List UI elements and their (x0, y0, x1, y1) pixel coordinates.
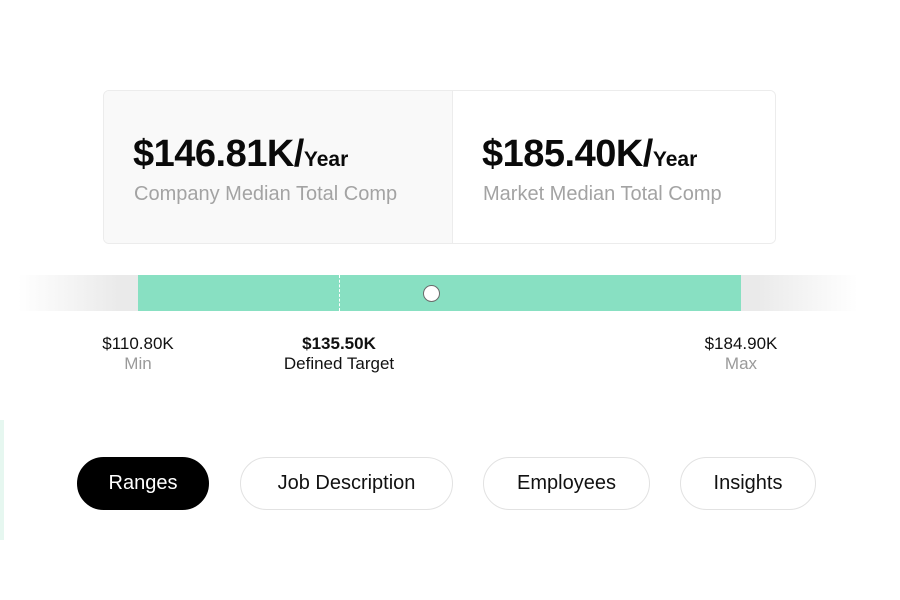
market-median-label: Market Median Total Comp (483, 183, 722, 205)
range-min-caption: Min (124, 354, 152, 373)
company-median-marker[interactable] (422, 285, 440, 302)
tab-job-description[interactable]: Job Description (240, 457, 453, 510)
tab-employees[interactable]: Employees (483, 457, 650, 510)
range-max-caption: Max (724, 354, 758, 373)
detail-tabs: Ranges Job Description Employees Insight… (0, 457, 900, 511)
market-median-value: $185.40K/Year (482, 133, 698, 175)
range-target-amount: $135.50K (302, 334, 376, 353)
range-target-label: $135.50K Defined Target (284, 334, 394, 374)
tab-insights[interactable]: Insights (680, 457, 816, 510)
company-median-value: $146.81K/Year (133, 133, 349, 175)
target-marker-line (339, 275, 340, 311)
range-target-caption: Defined Target (283, 354, 395, 373)
left-edge-accent (0, 420, 4, 540)
range-min-amount: $110.80K (102, 334, 174, 353)
median-stats-card: $146.81K/Year Company Median Total Comp … (103, 90, 776, 244)
company-median-unit: Year (303, 148, 349, 171)
company-median-label: Company Median Total Comp (134, 183, 398, 205)
range-max-label: $184.90K Max (705, 334, 778, 374)
range-max-amount: $184.90K (704, 334, 778, 353)
company-median-stat: $146.81K/Year Company Median Total Comp (104, 91, 453, 243)
tab-ranges[interactable]: Ranges (77, 457, 209, 510)
market-median-unit: Year (652, 148, 698, 171)
market-median-stat: $185.40K/Year Market Median Total Comp (453, 91, 775, 243)
range-min-label: $110.80K Min (102, 334, 174, 374)
